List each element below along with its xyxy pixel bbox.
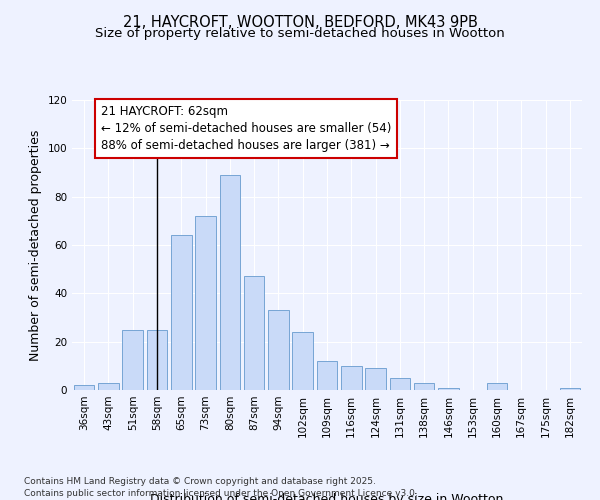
Bar: [171, 236, 191, 390]
Text: 21, HAYCROFT, WOOTTON, BEDFORD, MK43 9PB: 21, HAYCROFT, WOOTTON, BEDFORD, MK43 9PB: [122, 15, 478, 30]
Bar: [560, 388, 580, 390]
Bar: [268, 310, 289, 390]
Bar: [414, 383, 434, 390]
Bar: [146, 330, 167, 390]
X-axis label: Distribution of semi-detached houses by size in Wootton: Distribution of semi-detached houses by …: [151, 492, 503, 500]
Bar: [487, 383, 508, 390]
Bar: [341, 366, 362, 390]
Bar: [122, 330, 143, 390]
Y-axis label: Number of semi-detached properties: Number of semi-detached properties: [29, 130, 42, 360]
Text: 21 HAYCROFT: 62sqm
← 12% of semi-detached houses are smaller (54)
88% of semi-de: 21 HAYCROFT: 62sqm ← 12% of semi-detache…: [101, 105, 392, 152]
Bar: [74, 385, 94, 390]
Bar: [389, 378, 410, 390]
Bar: [438, 388, 459, 390]
Text: Size of property relative to semi-detached houses in Wootton: Size of property relative to semi-detach…: [95, 28, 505, 40]
Bar: [244, 276, 265, 390]
Text: Contains public sector information licensed under the Open Government Licence v3: Contains public sector information licen…: [24, 489, 418, 498]
Bar: [195, 216, 216, 390]
Bar: [220, 175, 240, 390]
Bar: [365, 368, 386, 390]
Bar: [98, 383, 119, 390]
Bar: [292, 332, 313, 390]
Bar: [317, 361, 337, 390]
Text: Contains HM Land Registry data © Crown copyright and database right 2025.: Contains HM Land Registry data © Crown c…: [24, 478, 376, 486]
